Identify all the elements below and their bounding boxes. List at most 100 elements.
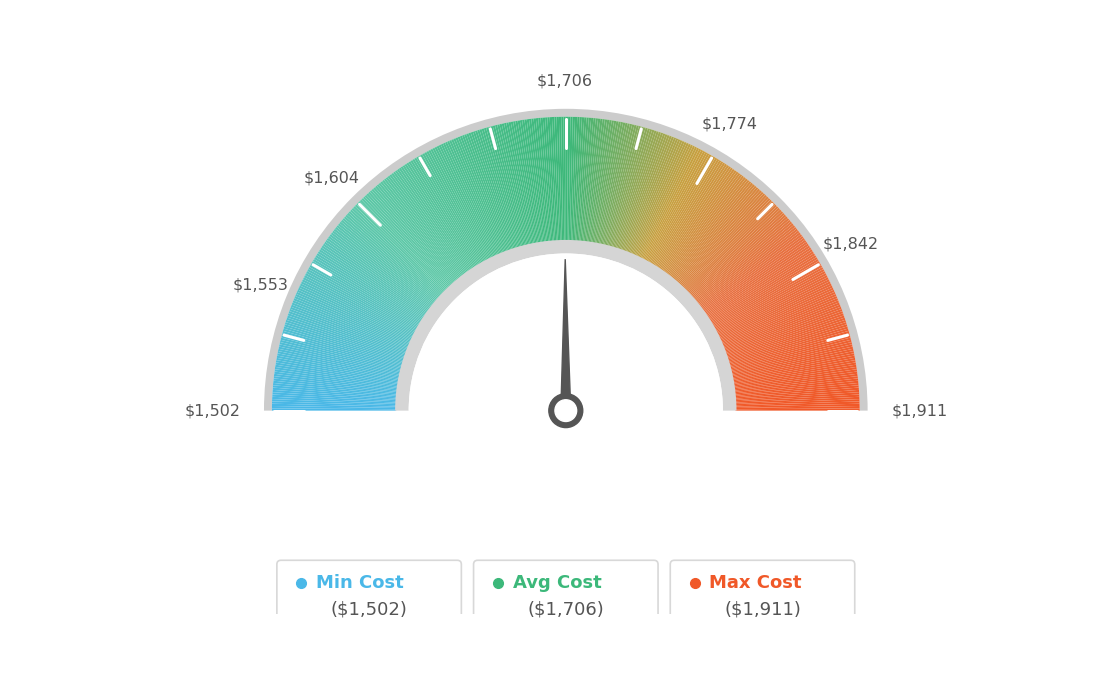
Wedge shape [729, 326, 848, 364]
Wedge shape [276, 362, 399, 384]
Wedge shape [704, 241, 808, 314]
Wedge shape [673, 184, 755, 281]
Wedge shape [277, 353, 400, 379]
Wedge shape [662, 169, 735, 272]
Wedge shape [630, 139, 680, 255]
Wedge shape [622, 133, 666, 251]
Wedge shape [732, 355, 854, 380]
Wedge shape [563, 117, 565, 241]
Wedge shape [289, 309, 406, 353]
Wedge shape [731, 342, 852, 373]
Wedge shape [375, 186, 457, 282]
Wedge shape [297, 290, 412, 342]
Wedge shape [735, 388, 859, 399]
Wedge shape [616, 130, 655, 249]
Wedge shape [660, 166, 731, 270]
Wedge shape [447, 141, 499, 255]
Wedge shape [669, 177, 746, 277]
Wedge shape [696, 221, 793, 302]
Wedge shape [412, 159, 478, 266]
Wedge shape [286, 317, 405, 358]
Wedge shape [628, 137, 676, 253]
Wedge shape [620, 132, 664, 250]
Wedge shape [697, 224, 794, 304]
Wedge shape [341, 219, 437, 302]
Wedge shape [327, 238, 428, 312]
Wedge shape [586, 119, 603, 242]
Wedge shape [682, 197, 768, 288]
Wedge shape [278, 346, 401, 375]
Wedge shape [730, 337, 851, 370]
Wedge shape [335, 227, 434, 306]
Wedge shape [575, 117, 584, 242]
Wedge shape [306, 271, 416, 331]
Wedge shape [703, 238, 805, 312]
Wedge shape [379, 183, 459, 280]
Wedge shape [291, 302, 408, 349]
Wedge shape [699, 228, 798, 306]
Wedge shape [703, 239, 806, 313]
Wedge shape [734, 371, 858, 389]
Wedge shape [308, 267, 417, 329]
Wedge shape [725, 313, 843, 356]
Wedge shape [716, 277, 829, 335]
Wedge shape [715, 271, 826, 331]
Wedge shape [633, 141, 684, 255]
Wedge shape [272, 399, 396, 405]
Wedge shape [692, 215, 786, 299]
Wedge shape [608, 126, 641, 247]
Wedge shape [732, 348, 853, 376]
Wedge shape [466, 133, 510, 251]
Wedge shape [264, 109, 868, 411]
Wedge shape [538, 118, 551, 242]
Wedge shape [655, 160, 721, 267]
Wedge shape [543, 117, 554, 242]
Wedge shape [597, 122, 623, 244]
Wedge shape [638, 145, 693, 258]
Wedge shape [518, 120, 539, 244]
Wedge shape [513, 121, 537, 244]
Wedge shape [548, 117, 556, 242]
Wedge shape [385, 177, 463, 277]
FancyBboxPatch shape [474, 560, 658, 632]
Wedge shape [307, 269, 417, 330]
Wedge shape [408, 253, 723, 411]
Wedge shape [668, 175, 744, 276]
Wedge shape [396, 169, 469, 272]
Wedge shape [279, 344, 401, 373]
Wedge shape [535, 118, 550, 242]
Wedge shape [724, 307, 841, 352]
Wedge shape [670, 179, 747, 277]
Wedge shape [349, 211, 442, 297]
Text: $1,553: $1,553 [233, 277, 288, 292]
Wedge shape [319, 249, 424, 319]
Wedge shape [609, 126, 644, 247]
Wedge shape [627, 137, 675, 253]
Wedge shape [424, 152, 486, 262]
Wedge shape [426, 151, 487, 262]
Wedge shape [283, 331, 403, 366]
Text: ($1,706): ($1,706) [528, 601, 604, 619]
Wedge shape [732, 351, 854, 377]
Wedge shape [636, 143, 689, 257]
Wedge shape [735, 399, 860, 405]
Wedge shape [723, 300, 839, 348]
Wedge shape [443, 143, 496, 257]
Wedge shape [724, 304, 841, 351]
Wedge shape [734, 378, 858, 393]
Wedge shape [277, 355, 400, 380]
Wedge shape [726, 317, 846, 358]
Wedge shape [272, 404, 396, 408]
Text: $1,842: $1,842 [822, 236, 879, 251]
Wedge shape [272, 408, 396, 411]
Wedge shape [490, 126, 523, 247]
Wedge shape [734, 381, 859, 395]
Text: $1,604: $1,604 [304, 170, 360, 185]
Wedge shape [639, 146, 696, 258]
Wedge shape [479, 129, 517, 248]
Wedge shape [719, 284, 831, 338]
Wedge shape [449, 140, 500, 255]
Wedge shape [714, 267, 824, 329]
Wedge shape [284, 324, 404, 362]
Wedge shape [714, 269, 825, 330]
